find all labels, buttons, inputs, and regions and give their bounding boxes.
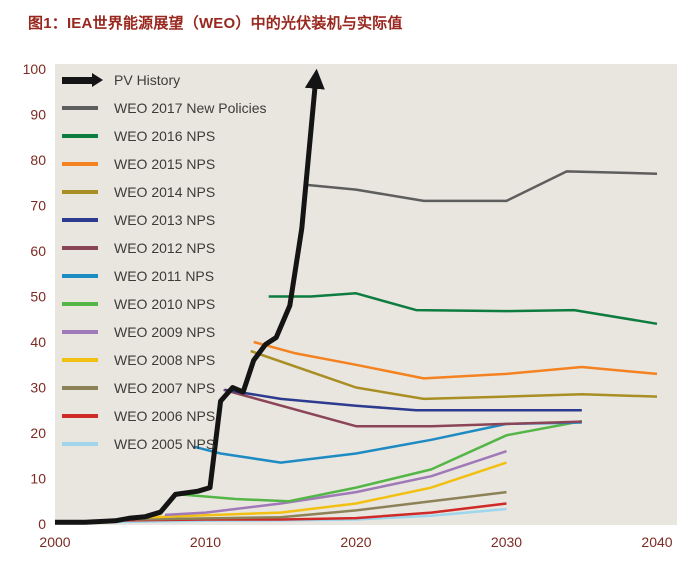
legend-line-swatch bbox=[62, 358, 104, 362]
series-line-weo-2017-new-policies bbox=[307, 170, 658, 203]
legend-item-weo-2010-nps: WEO 2010 NPS bbox=[62, 290, 267, 318]
legend-label: WEO 2016 NPS bbox=[114, 128, 216, 144]
legend-item-weo-2012-nps: WEO 2012 NPS bbox=[62, 234, 267, 262]
legend-label: WEO 2010 NPS bbox=[114, 296, 216, 312]
legend-label: WEO 2012 NPS bbox=[114, 240, 216, 256]
x-axis-tick-label: 2030 bbox=[491, 534, 522, 550]
chart-title: 图1：IEA世界能源展望（WEO）中的光伏装机与实际值 bbox=[28, 15, 403, 32]
y-axis-tick-label: 90 bbox=[30, 107, 46, 123]
legend-arrow-swatch bbox=[62, 73, 104, 87]
legend-label: WEO 2013 NPS bbox=[114, 212, 216, 228]
x-axis-tick-label: 2010 bbox=[190, 534, 221, 550]
arrow-head-icon bbox=[92, 73, 103, 87]
line-swatch-icon bbox=[62, 330, 98, 334]
legend-line-swatch bbox=[62, 302, 104, 306]
series-line-weo-2008-nps bbox=[149, 461, 507, 519]
legend-label: WEO 2007 NPS bbox=[114, 380, 216, 396]
y-axis-tick-label: 0 bbox=[38, 516, 46, 532]
legend-line-swatch bbox=[62, 414, 104, 418]
line-swatch-icon bbox=[62, 358, 98, 362]
line-swatch-icon bbox=[62, 246, 98, 250]
legend-item-weo-2016-nps: WEO 2016 NPS bbox=[62, 122, 267, 150]
line-swatch-icon bbox=[62, 274, 98, 278]
legend-item-weo-2006-nps: WEO 2006 NPS bbox=[62, 402, 267, 430]
line-swatch-icon bbox=[62, 190, 98, 194]
y-axis-tick-label: 100 bbox=[23, 61, 47, 77]
legend-label: WEO 2017 New Policies bbox=[114, 100, 267, 116]
legend-item-pv-history: PV History bbox=[62, 66, 267, 94]
legend-line-swatch bbox=[62, 106, 104, 110]
series-line-weo-2010-nps bbox=[179, 419, 583, 503]
x-axis-tick-label: 2040 bbox=[641, 534, 672, 550]
series-line-weo-2016-nps bbox=[268, 292, 658, 326]
legend-line-swatch bbox=[62, 386, 104, 390]
line-swatch-icon bbox=[62, 414, 98, 418]
series-line-weo-2012-nps bbox=[223, 388, 582, 428]
y-axis-tick-label: 40 bbox=[30, 334, 46, 350]
legend-item-weo-2015-nps: WEO 2015 NPS bbox=[62, 150, 267, 178]
legend-line-swatch bbox=[62, 246, 104, 250]
x-axis-tick-label: 2020 bbox=[340, 534, 371, 550]
legend-line-swatch bbox=[62, 274, 104, 278]
legend-item-weo-2017-new-policies: WEO 2017 New Policies bbox=[62, 94, 267, 122]
series-line-pv-history bbox=[55, 68, 325, 525]
y-axis-tick-label: 30 bbox=[30, 380, 46, 396]
legend-item-weo-2007-nps: WEO 2007 NPS bbox=[62, 374, 267, 402]
legend-item-weo-2013-nps: WEO 2013 NPS bbox=[62, 206, 267, 234]
line-swatch-icon bbox=[62, 218, 98, 222]
legend-line-swatch bbox=[62, 442, 104, 446]
legend-item-weo-2014-nps: WEO 2014 NPS bbox=[62, 178, 267, 206]
legend-label: WEO 2011 NPS bbox=[114, 268, 215, 284]
legend-line-swatch bbox=[62, 218, 104, 222]
legend-item-weo-2008-nps: WEO 2008 NPS bbox=[62, 346, 267, 374]
legend-label: WEO 2009 NPS bbox=[114, 324, 216, 340]
y-axis-tick-label: 80 bbox=[30, 152, 46, 168]
plot-background bbox=[55, 64, 677, 525]
line-swatch-icon bbox=[62, 302, 98, 306]
y-axis-tick-label: 10 bbox=[30, 471, 46, 487]
line-swatch-icon bbox=[62, 386, 98, 390]
y-axis-tick-label: 20 bbox=[30, 425, 46, 441]
y-axis-tick-label: 60 bbox=[30, 243, 46, 259]
legend-line-swatch bbox=[62, 330, 104, 334]
legend-label: WEO 2014 NPS bbox=[114, 184, 216, 200]
legend-item-weo-2009-nps: WEO 2009 NPS bbox=[62, 318, 267, 346]
line-swatch-icon bbox=[62, 162, 98, 166]
legend-label: WEO 2015 NPS bbox=[114, 156, 216, 172]
series-line-weo-2015-nps bbox=[253, 340, 658, 380]
legend-line-swatch bbox=[62, 162, 104, 166]
series-line-weo-2013-nps bbox=[224, 388, 582, 412]
legend-label: PV History bbox=[114, 72, 181, 88]
legend-label: WEO 2006 NPS bbox=[114, 408, 216, 424]
legend-label: WEO 2005 NPS bbox=[114, 436, 216, 452]
line-swatch-icon bbox=[62, 106, 98, 110]
line-swatch-icon bbox=[62, 134, 98, 138]
x-axis-tick-label: 2000 bbox=[39, 534, 70, 550]
legend-item-weo-2011-nps: WEO 2011 NPS bbox=[62, 262, 267, 290]
arrow-line-icon bbox=[62, 76, 92, 84]
line-swatch-icon bbox=[62, 442, 98, 446]
series-line-weo-2007-nps bbox=[134, 490, 507, 521]
chart-legend: PV History WEO 2017 New Policies WEO 2016 … bbox=[62, 66, 267, 458]
legend-label: WEO 2008 NPS bbox=[114, 352, 216, 368]
series-line-weo-2009-nps bbox=[164, 450, 507, 517]
legend-line-swatch bbox=[62, 190, 104, 194]
y-axis-tick-label: 50 bbox=[30, 289, 46, 305]
legend-line-swatch bbox=[62, 134, 104, 138]
series-line-weo-2014-nps bbox=[250, 349, 658, 401]
y-axis-tick-label: 70 bbox=[30, 198, 46, 214]
legend-item-weo-2005-nps: WEO 2005 NPS bbox=[62, 430, 267, 458]
